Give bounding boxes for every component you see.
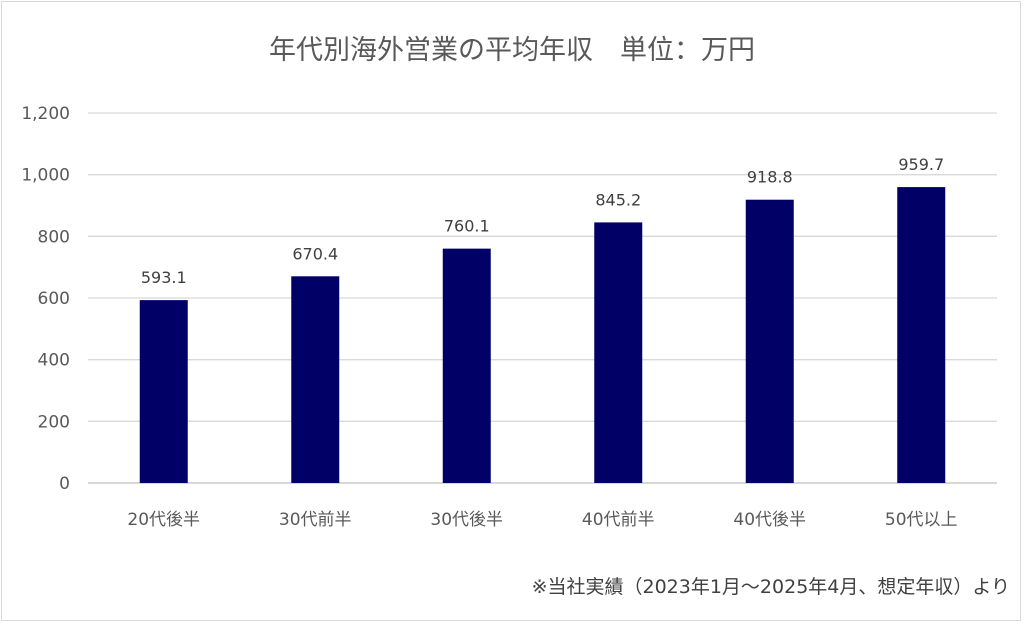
data-label: 593.1 bbox=[141, 268, 187, 287]
y-tick-label: 800 bbox=[38, 227, 70, 247]
x-tick-label: 40代前半 bbox=[582, 510, 655, 530]
y-tick-label: 600 bbox=[38, 289, 70, 309]
data-label: 760.1 bbox=[444, 217, 490, 236]
data-label: 918.8 bbox=[747, 168, 793, 187]
x-tick-label: 20代後半 bbox=[127, 510, 200, 530]
bar bbox=[291, 276, 340, 483]
x-tick-label: 30代前半 bbox=[279, 510, 352, 530]
data-label: 845.2 bbox=[595, 190, 641, 209]
chart-title: 年代別海外営業の平均年収 単位：万円 bbox=[269, 35, 755, 66]
x-tick-label: 40代後半 bbox=[733, 510, 806, 530]
bar bbox=[745, 199, 794, 483]
bar bbox=[594, 222, 643, 483]
bar bbox=[897, 187, 946, 483]
bar bbox=[442, 248, 491, 483]
data-label: 670.4 bbox=[292, 244, 338, 263]
y-tick-label: 1,000 bbox=[21, 166, 70, 186]
footnote: ※当社実績（2023年1月～2025年4月、想定年収）より bbox=[531, 576, 1010, 598]
x-tick-label: 30代後半 bbox=[430, 510, 503, 530]
y-tick-label: 200 bbox=[38, 412, 70, 432]
y-tick-label: 1,200 bbox=[21, 104, 70, 124]
y-tick-label: 400 bbox=[38, 351, 70, 371]
y-tick-label: 0 bbox=[59, 474, 70, 494]
data-label: 959.7 bbox=[898, 155, 944, 174]
bar bbox=[139, 300, 188, 483]
x-tick-label: 50代以上 bbox=[885, 510, 958, 530]
